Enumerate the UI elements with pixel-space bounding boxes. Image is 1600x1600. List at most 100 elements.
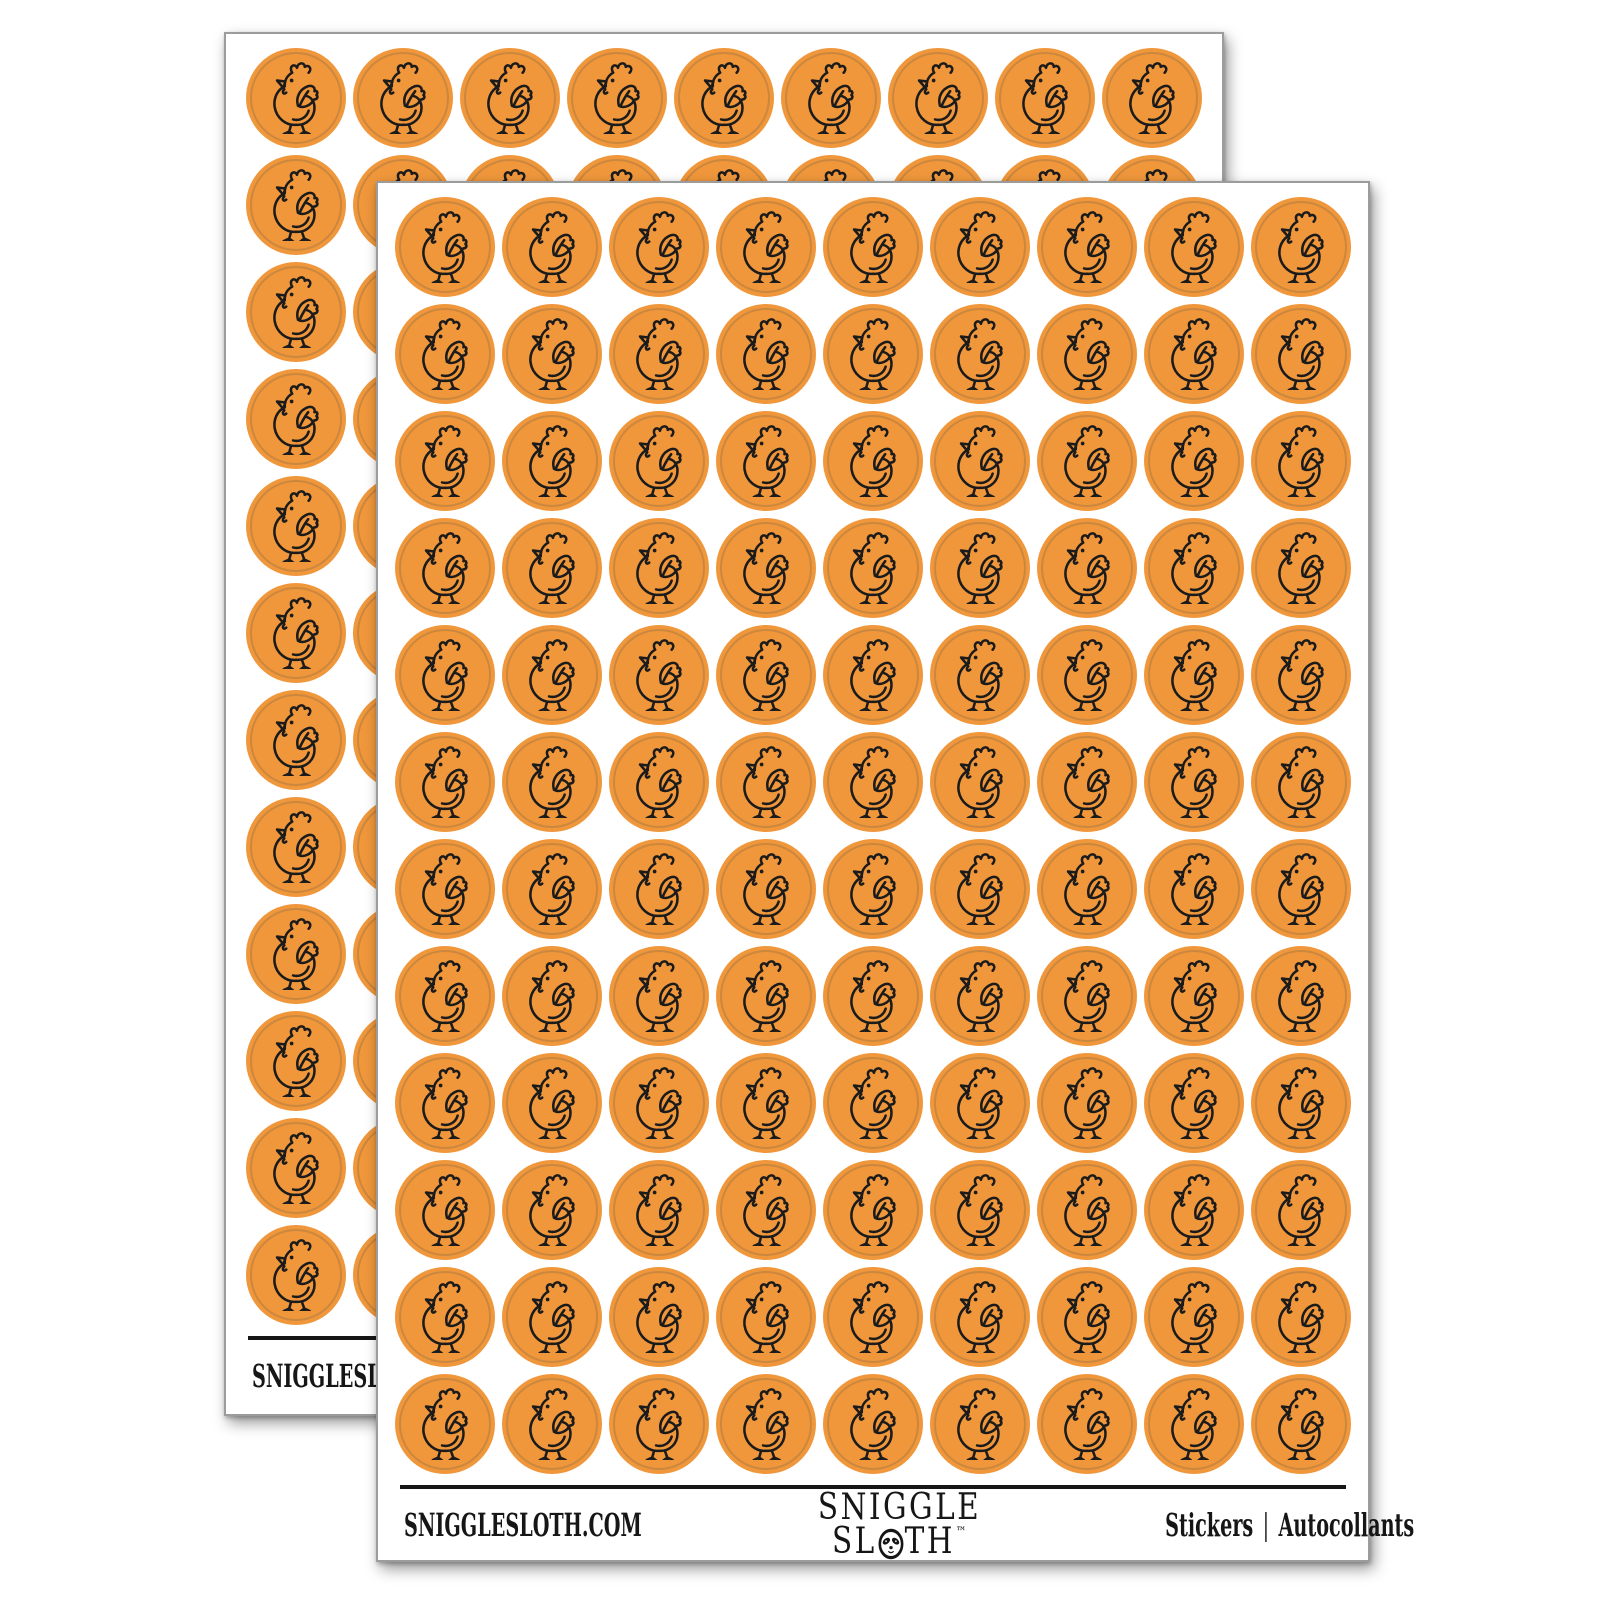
chicken-sticker <box>674 48 774 148</box>
label-separator: | <box>1263 1507 1270 1543</box>
chicken-icon <box>743 425 789 497</box>
chicken-sticker <box>1144 197 1244 297</box>
chicken-sticker <box>609 1160 709 1260</box>
chicken-icon <box>957 1281 1003 1353</box>
chicken-sticker <box>246 797 346 897</box>
chicken-icon <box>636 425 682 497</box>
chicken-sticker <box>1251 732 1351 832</box>
sloth-face-icon <box>878 1528 903 1560</box>
chicken-sticker <box>1251 839 1351 939</box>
chicken-icon <box>422 746 468 818</box>
chicken-sticker <box>460 48 560 148</box>
chicken-sticker <box>716 411 816 511</box>
chicken-sticker <box>716 518 816 618</box>
chicken-sticker <box>716 1374 816 1474</box>
chicken-icon <box>422 532 468 604</box>
chicken-sticker <box>246 476 346 576</box>
chicken-sticker <box>1144 1160 1244 1260</box>
chicken-sticker <box>716 1267 816 1367</box>
chicken-sticker <box>395 411 495 511</box>
chicken-icon <box>273 597 319 669</box>
chicken-icon <box>743 1388 789 1460</box>
chicken-sticker <box>716 1053 816 1153</box>
chicken-sticker <box>502 1267 602 1367</box>
chicken-icon <box>636 1281 682 1353</box>
chicken-icon <box>957 960 1003 1032</box>
chicken-icon <box>1171 1281 1217 1353</box>
chicken-sticker <box>502 518 602 618</box>
chicken-sticker <box>1251 1053 1351 1153</box>
chicken-icon <box>1278 425 1324 497</box>
chicken-sticker <box>246 904 346 1004</box>
chicken-icon <box>1022 62 1068 134</box>
chicken-icon <box>957 532 1003 604</box>
chicken-sticker <box>567 48 667 148</box>
chicken-sticker <box>1144 518 1244 618</box>
brand-logo-bottom: SL TH ™ <box>831 1521 969 1562</box>
chicken-icon <box>1064 960 1110 1032</box>
chicken-icon <box>957 1067 1003 1139</box>
chicken-sticker <box>1251 304 1351 404</box>
chicken-sticker <box>246 1011 346 1111</box>
sticker-sheet-front: SNIGGLESLOTH.COM SNIGGLE SL TH ™ <box>376 181 1415 1562</box>
chicken-icon <box>1171 1174 1217 1246</box>
chicken-sticker <box>1037 1053 1137 1153</box>
chicken-sticker <box>502 839 602 939</box>
chicken-sticker <box>1144 732 1244 832</box>
chicken-sticker <box>502 197 602 297</box>
chicken-icon <box>422 1174 468 1246</box>
chicken-icon <box>636 1067 682 1139</box>
sheet-footer: SNIGGLESLOTH.COM SNIGGLE SL TH ™ <box>378 1489 1415 1562</box>
chicken-icon <box>1171 960 1217 1032</box>
chicken-sticker <box>1037 1267 1137 1367</box>
chicken-icon <box>422 425 468 497</box>
chicken-sticker <box>502 625 602 725</box>
chicken-sticker <box>502 732 602 832</box>
chicken-icon <box>422 960 468 1032</box>
chicken-sticker <box>246 690 346 790</box>
chicken-sticker <box>246 369 346 469</box>
chicken-sticker <box>609 518 709 618</box>
chicken-icon <box>273 383 319 455</box>
chicken-sticker <box>502 1374 602 1474</box>
chicken-icon <box>1171 1388 1217 1460</box>
chicken-sticker <box>395 304 495 404</box>
chicken-sticker <box>1037 1160 1137 1260</box>
chicken-sticker <box>716 732 816 832</box>
chicken-icon <box>1064 318 1110 390</box>
chicken-sticker <box>930 946 1030 1046</box>
chicken-icon <box>529 639 575 711</box>
chicken-icon <box>529 746 575 818</box>
chicken-sticker <box>716 625 816 725</box>
chicken-sticker <box>888 48 988 148</box>
chicken-sticker <box>609 411 709 511</box>
chicken-icon <box>636 318 682 390</box>
chicken-icon <box>422 318 468 390</box>
chicken-icon <box>1278 1174 1324 1246</box>
chicken-icon <box>1064 1174 1110 1246</box>
chicken-sticker <box>1251 1374 1351 1474</box>
chicken-sticker <box>1037 625 1137 725</box>
chicken-icon <box>957 318 1003 390</box>
chicken-icon <box>743 211 789 283</box>
chicken-icon <box>273 1025 319 1097</box>
chicken-icon <box>1171 425 1217 497</box>
chicken-icon <box>957 746 1003 818</box>
chicken-icon <box>850 1388 896 1460</box>
chicken-icon <box>850 1281 896 1353</box>
chicken-sticker <box>1037 1374 1137 1474</box>
chicken-sticker <box>395 197 495 297</box>
chicken-icon <box>1064 746 1110 818</box>
chicken-icon <box>529 853 575 925</box>
chicken-sticker <box>1144 946 1244 1046</box>
chicken-icon <box>1278 318 1324 390</box>
chicken-icon <box>957 1388 1003 1460</box>
chicken-sticker <box>395 732 495 832</box>
chicken-sticker <box>395 1374 495 1474</box>
chicken-sticker <box>246 262 346 362</box>
chicken-icon <box>636 746 682 818</box>
chicken-icon <box>1171 639 1217 711</box>
chicken-sticker <box>1251 411 1351 511</box>
chicken-sticker <box>823 946 923 1046</box>
